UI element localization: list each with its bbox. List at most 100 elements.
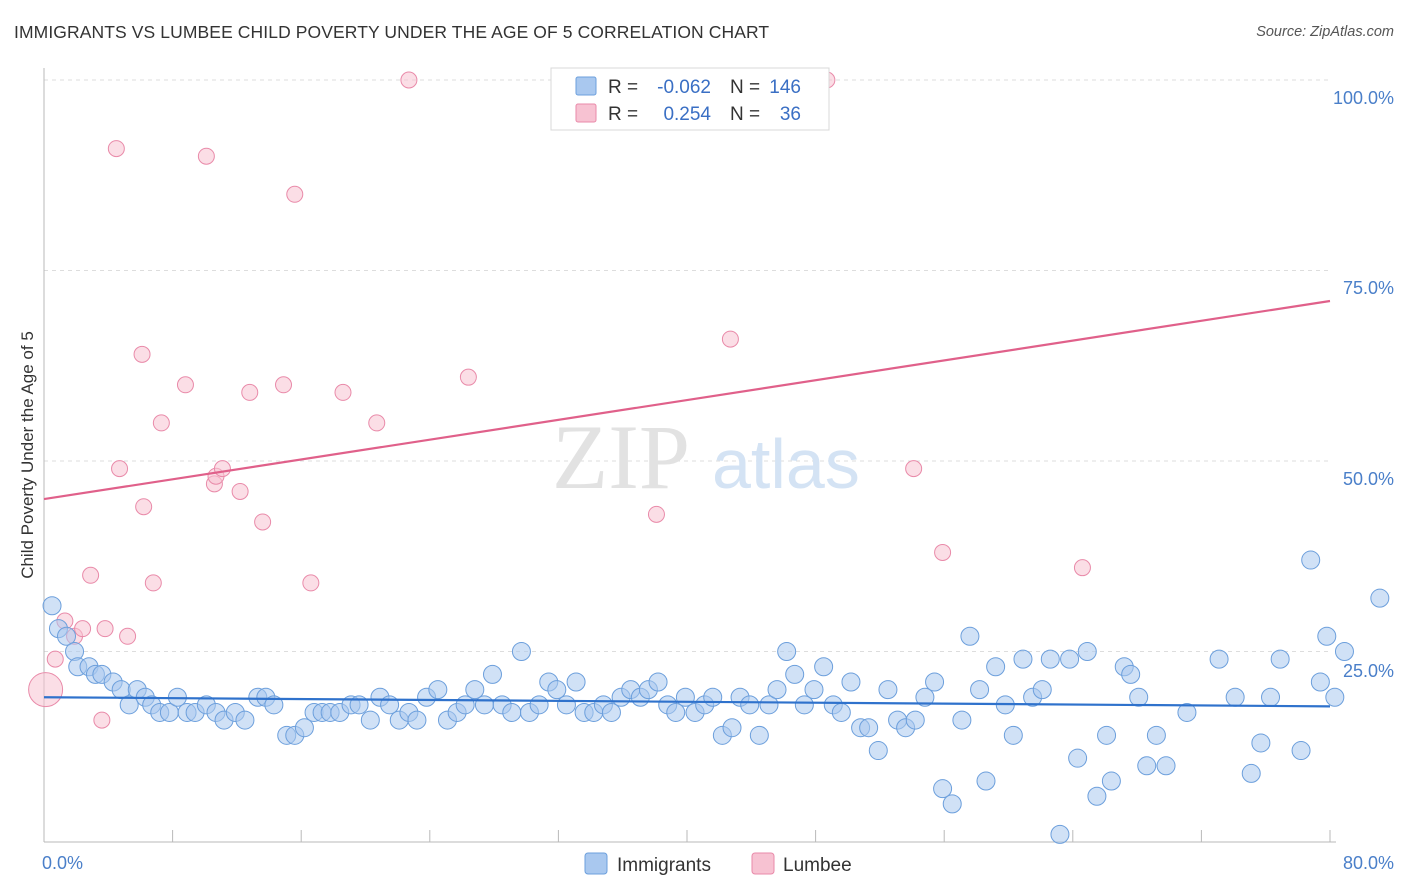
lumbee-point [107, 140, 125, 158]
immigrants-point [722, 718, 742, 738]
immigrants-point [1129, 687, 1149, 707]
immigrants-point [1301, 550, 1321, 570]
immigrants-point [1251, 733, 1271, 753]
immigrants-point [1137, 756, 1157, 776]
y-tick-label-100: 100.0% [1333, 88, 1394, 108]
immigrants-point [42, 596, 62, 616]
lumbee-point [241, 383, 259, 401]
lumbee-point [152, 414, 170, 432]
immigrants-point [119, 695, 139, 715]
immigrants-point [57, 626, 77, 646]
immigrants-point [1068, 748, 1088, 768]
immigrants-point [878, 680, 898, 700]
y-tick-label-75: 75.0% [1343, 278, 1394, 298]
watermark-zip: ZIP [552, 406, 690, 508]
immigrants-point [785, 664, 805, 684]
immigrants-point [264, 695, 284, 715]
lumbee-point [119, 627, 137, 645]
immigrants-point [1121, 664, 1141, 684]
immigrants-point [804, 680, 824, 700]
immigrants-point [1050, 824, 1070, 844]
lumbee-point [96, 620, 114, 638]
lumbee-point [82, 566, 100, 584]
lumbee-point [197, 147, 215, 165]
immigrants-point [1209, 649, 1229, 669]
legend-bottom-swatch-lumbee [751, 852, 775, 875]
lumbee-point [111, 460, 129, 478]
legend-n-value-lumbee: 36 [780, 104, 801, 125]
legend-n-label-lumbee: N = [730, 104, 760, 125]
immigrants-point [1060, 649, 1080, 669]
lumbee-point [231, 482, 249, 500]
immigrants-point [905, 710, 925, 730]
lumbee-point [721, 330, 739, 348]
immigrants-points [42, 550, 1390, 844]
immigrants-point [960, 626, 980, 646]
immigrants-point [1087, 786, 1107, 806]
immigrants-point [1317, 626, 1337, 646]
immigrants-point [703, 687, 723, 707]
immigrants-point [841, 672, 861, 692]
legend-top-box [550, 67, 830, 131]
immigrants-point [566, 672, 586, 692]
immigrants-point [1261, 687, 1281, 707]
immigrants-point [915, 687, 935, 707]
immigrants-point [601, 702, 621, 722]
immigrants-point [767, 680, 787, 700]
lumbee-point [286, 185, 304, 203]
immigrants-point [428, 680, 448, 700]
legend-bottom-label-lumbee: Lumbee [783, 855, 852, 876]
source-credit: Source: ZipAtlas.com [1256, 24, 1394, 40]
x-ticks [43, 830, 1331, 842]
immigrants-point [976, 771, 996, 791]
immigrants-point [794, 695, 814, 715]
lumbee-point [905, 460, 923, 478]
lumbee-point [93, 711, 111, 729]
immigrants-point [1241, 763, 1261, 783]
immigrants-point [1032, 680, 1052, 700]
legend-n-value-immigrants: 146 [769, 77, 801, 98]
legend-r-value-immigrants: -0.062 [657, 77, 711, 98]
immigrants-point [648, 672, 668, 692]
lumbee-point [275, 376, 293, 394]
lumbee-point [46, 650, 64, 668]
legend-swatch-immigrants [575, 76, 597, 96]
immigrants-point [294, 718, 314, 738]
y-tick-label-25: 25.0% [1343, 661, 1394, 681]
lumbee-point [144, 574, 162, 592]
lumbee-point [934, 543, 952, 561]
lumbee-point [459, 368, 477, 386]
immigrants-point [666, 702, 686, 722]
immigrants-point [952, 710, 972, 730]
chart-title: IMMIGRANTS VS LUMBEE CHILD POVERTY UNDER… [14, 22, 770, 42]
lumbee-point [334, 383, 352, 401]
trendlines [43, 299, 1331, 708]
immigrants-point [859, 718, 879, 738]
immigrants-point [511, 642, 531, 661]
immigrants-point [1013, 649, 1033, 669]
immigrants-point [1077, 642, 1097, 661]
gridlines [44, 79, 1330, 652]
immigrants-point [1370, 588, 1390, 608]
immigrants-point [814, 657, 834, 677]
legend-r-label-immigrants: R = [608, 77, 638, 98]
lumbee-trendline [43, 299, 1331, 501]
lumbee-point [74, 620, 92, 638]
immigrants-point [1101, 771, 1121, 791]
x-tick-label-min: 0.0% [42, 853, 83, 873]
immigrants-point [970, 680, 990, 700]
immigrants-point [1177, 702, 1197, 722]
immigrants-point [529, 695, 549, 715]
lumbee-point [133, 345, 151, 363]
immigrants-point [749, 725, 769, 745]
y-tick-label-50: 50.0% [1343, 469, 1394, 489]
lumbee-point [176, 376, 194, 394]
immigrants-point [675, 687, 695, 707]
lumbee-point [254, 513, 272, 531]
immigrants-point [868, 741, 888, 761]
watermark-atlas: atlas [712, 425, 860, 503]
immigrants-point [1325, 687, 1345, 707]
lumbee-point [400, 71, 418, 89]
immigrants-point [1003, 725, 1023, 745]
immigrants-point [1156, 756, 1176, 776]
